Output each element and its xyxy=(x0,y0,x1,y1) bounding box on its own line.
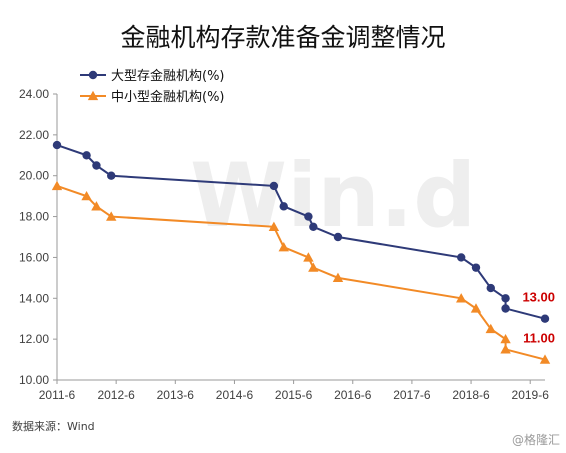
data-point xyxy=(501,304,510,313)
chart-legend: 大型存金融机构(%) 中小型金融机构(%) xyxy=(80,68,225,105)
brand-mark: @格隆汇 xyxy=(512,432,560,447)
y-tick-label: 16.00 xyxy=(19,250,49,264)
legend-label: 中小型金融机构(%) xyxy=(111,89,225,105)
y-tick-label: 24.00 xyxy=(19,87,49,101)
x-tick-label: 2016-6 xyxy=(334,388,372,402)
x-tick-label: 2013-6 xyxy=(157,388,195,402)
data-point xyxy=(304,212,313,221)
y-tick-label: 10.00 xyxy=(19,373,49,387)
data-point xyxy=(332,272,344,283)
x-tick-label: 2018-6 xyxy=(452,388,490,402)
data-point xyxy=(457,253,466,262)
data-point xyxy=(107,171,116,180)
y-tick-label: 22.00 xyxy=(19,128,49,142)
data-point xyxy=(501,294,510,303)
data-point xyxy=(91,201,102,211)
data-point xyxy=(269,181,279,191)
data-point xyxy=(279,202,288,211)
x-tick-label: 2017-6 xyxy=(393,388,431,402)
y-tick-label: 14.00 xyxy=(19,291,49,305)
data-point xyxy=(52,140,62,150)
data-point xyxy=(82,151,91,160)
data-point xyxy=(106,211,117,221)
data-point xyxy=(81,190,92,201)
data-point xyxy=(470,303,482,313)
legend-marker xyxy=(88,70,98,80)
y-tick-label: 18.00 xyxy=(19,210,49,224)
series-small-medium-institutions xyxy=(51,180,551,364)
data-point xyxy=(486,283,495,293)
legend-label: 大型存金融机构(%) xyxy=(111,68,225,84)
data-point xyxy=(456,293,467,303)
data-point xyxy=(268,221,280,231)
x-tick-label: 2012-6 xyxy=(97,388,135,402)
data-point xyxy=(92,161,101,170)
data-point xyxy=(540,314,550,323)
data-point xyxy=(303,252,314,262)
data-point xyxy=(539,354,551,364)
y-axis: 10.00 12.00 14.00 16.00 18.00 20.00 22.00 24.00 xyxy=(19,87,58,387)
data-point xyxy=(471,263,481,272)
chart-title: 金融机构存款准备金调整情况 xyxy=(120,23,445,52)
x-axis: 2011-6 2012-6 2013-6 2014-6 2015-6 2016-6 2017… xyxy=(39,379,550,402)
data-point xyxy=(51,180,63,191)
data-label: 13.00 xyxy=(522,290,555,305)
data-point xyxy=(278,242,289,252)
plot-area: 13.00 11.00 xyxy=(51,140,555,364)
y-tick-label: 12.00 xyxy=(19,332,49,346)
data-point xyxy=(333,232,343,242)
x-tick-label: 2015-6 xyxy=(275,388,313,402)
data-point xyxy=(309,222,318,231)
data-point xyxy=(500,333,511,344)
data-point xyxy=(500,344,511,354)
x-tick-label: 2019-6 xyxy=(512,388,550,402)
data-point xyxy=(308,262,319,272)
series-large-institutions xyxy=(52,140,550,323)
y-tick-label: 20.00 xyxy=(19,169,49,183)
x-tick-label: 2014-6 xyxy=(216,388,254,402)
data-label: 11.00 xyxy=(523,331,555,346)
x-tick-label: 2011-6 xyxy=(39,388,76,402)
watermark-text: Win.d xyxy=(190,144,476,247)
source-note: 数据来源：Wind xyxy=(12,419,95,433)
data-point xyxy=(485,323,496,334)
legend-marker xyxy=(87,90,99,101)
